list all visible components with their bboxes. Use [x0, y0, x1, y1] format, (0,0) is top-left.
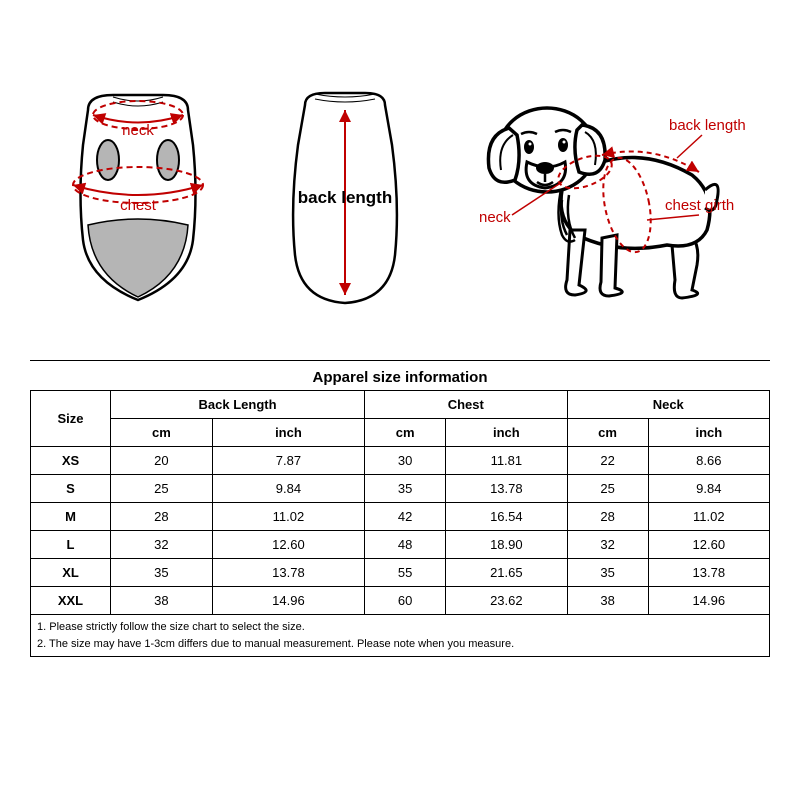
note-2: 2. The size may have 1-3cm differs due t… [37, 636, 763, 653]
table-row: XXL3814.966023.623814.96 [31, 587, 770, 615]
table-cell: 16.54 [446, 503, 567, 531]
dog-chest-label: chest girth [665, 197, 734, 214]
sub-inch: inch [212, 419, 364, 447]
size-table: Size Back Length Chest Neck cm inch cm i… [30, 390, 770, 615]
col-size: Size [31, 391, 111, 447]
table-cell: 11.81 [446, 447, 567, 475]
table-cell: 13.78 [212, 559, 364, 587]
table-cell: 23.62 [446, 587, 567, 615]
table-cell: 9.84 [212, 475, 364, 503]
table-title: Apparel size information [30, 360, 770, 390]
table-cell: 7.87 [212, 447, 364, 475]
back-length-label: back length [298, 188, 392, 207]
table-cell: 35 [365, 475, 446, 503]
table-cell: 18.90 [446, 531, 567, 559]
table-cell: 32 [111, 531, 213, 559]
table-row: XS207.873011.81228.66 [31, 447, 770, 475]
table-row: M2811.024216.542811.02 [31, 503, 770, 531]
table-cell: S [31, 475, 111, 503]
table-row: XL3513.785521.653513.78 [31, 559, 770, 587]
table-cell: XXL [31, 587, 111, 615]
table-cell: 13.78 [648, 559, 769, 587]
dog-back-label: back length [669, 117, 746, 134]
table-cell: 25 [111, 475, 213, 503]
table-cell: 35 [567, 559, 648, 587]
page-container: neck chest back length [0, 0, 800, 800]
table-cell: 25 [567, 475, 648, 503]
table-cell: 12.60 [648, 531, 769, 559]
table-cell: 55 [365, 559, 446, 587]
table-cell: XL [31, 559, 111, 587]
table-cell: 21.65 [446, 559, 567, 587]
table-cell: 11.02 [648, 503, 769, 531]
table-cell: 38 [111, 587, 213, 615]
col-chest: Chest [365, 391, 567, 419]
sub-cm: cm [567, 419, 648, 447]
table-cell: 28 [567, 503, 648, 531]
back-view-diagram: back length [270, 85, 420, 315]
table-cell: 8.66 [648, 447, 769, 475]
table-cell: 30 [365, 447, 446, 475]
col-neck: Neck [567, 391, 770, 419]
dog-neck-label: neck [479, 209, 511, 226]
table-cell: 60 [365, 587, 446, 615]
table-cell: M [31, 503, 111, 531]
table-row: L3212.604818.903212.60 [31, 531, 770, 559]
dog-diagram: neck back length chest girth [467, 80, 747, 320]
note-1: 1. Please strictly follow the size chart… [37, 619, 763, 636]
table-cell: 20 [111, 447, 213, 475]
table-cell: 13.78 [446, 475, 567, 503]
table-cell: XS [31, 447, 111, 475]
neck-label: neck [122, 122, 154, 139]
table-cell: 11.02 [212, 503, 364, 531]
table-cell: 38 [567, 587, 648, 615]
table-cell: 42 [365, 503, 446, 531]
front-view-diagram: neck chest [53, 85, 223, 315]
chest-label: chest [120, 197, 157, 214]
sub-inch: inch [446, 419, 567, 447]
table-cell: 22 [567, 447, 648, 475]
table-cell: L [31, 531, 111, 559]
diagram-row: neck chest back length [30, 60, 770, 340]
table-row: S259.843513.78259.84 [31, 475, 770, 503]
sub-inch: inch [648, 419, 769, 447]
table-cell: 9.84 [648, 475, 769, 503]
sub-cm: cm [365, 419, 446, 447]
table-cell: 32 [567, 531, 648, 559]
table-cell: 35 [111, 559, 213, 587]
table-cell: 12.60 [212, 531, 364, 559]
table-cell: 14.96 [212, 587, 364, 615]
table-cell: 14.96 [648, 587, 769, 615]
col-back: Back Length [111, 391, 365, 419]
table-cell: 28 [111, 503, 213, 531]
sub-cm: cm [111, 419, 213, 447]
table-cell: 48 [365, 531, 446, 559]
notes-box: 1. Please strictly follow the size chart… [30, 615, 770, 657]
